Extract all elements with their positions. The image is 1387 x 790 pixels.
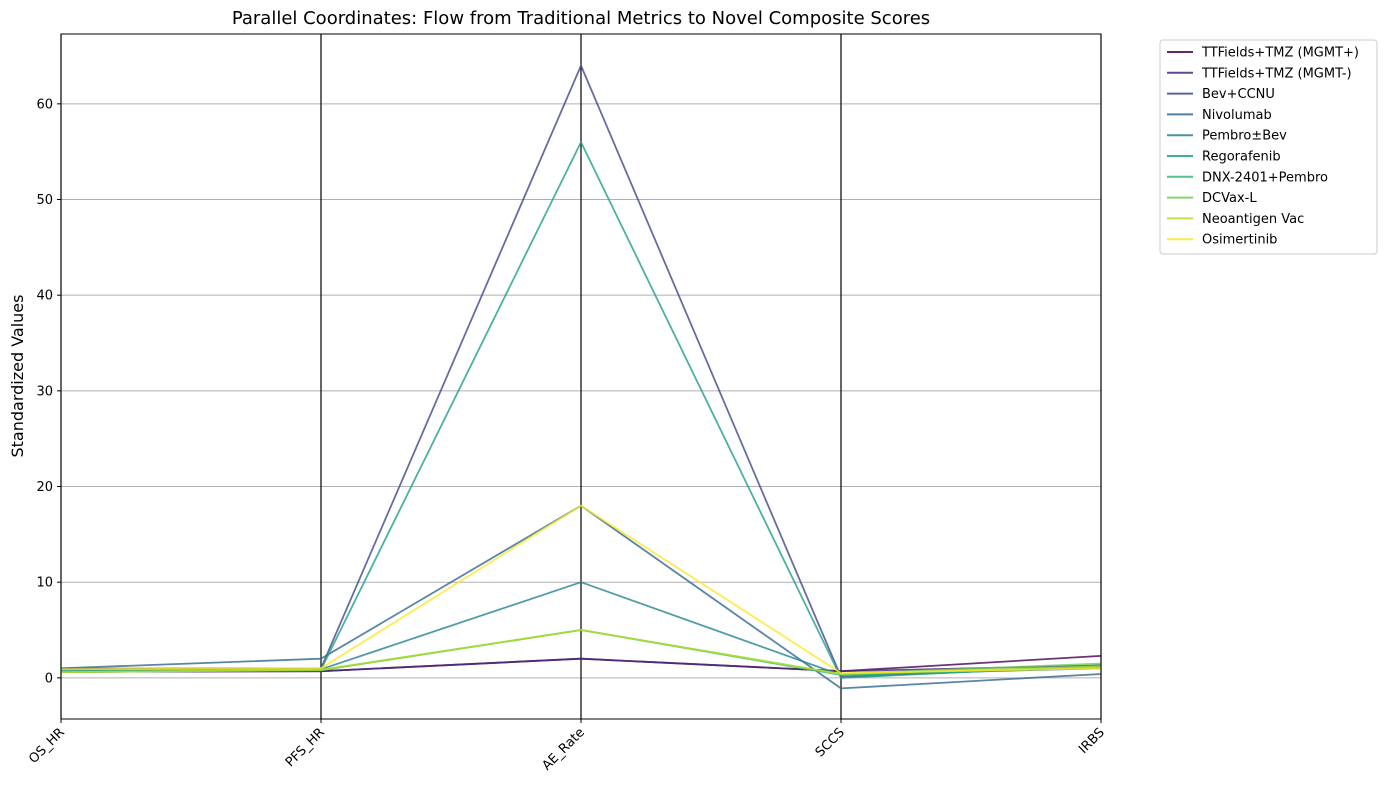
legend-label: DNX-2401+Pembro	[1202, 170, 1328, 185]
y-tick-label: 50	[36, 193, 53, 208]
legend: TTFields+TMZ (MGMT+) TTFields+TMZ (MGMT-)…	[1159, 39, 1378, 255]
y-tick-label: 40	[36, 289, 53, 304]
legend-label: Neoantigen Vac	[1202, 212, 1304, 227]
y-tick-label: 0	[45, 671, 53, 686]
legend-label: TTFields+TMZ (MGMT-)	[1201, 66, 1352, 81]
legend-label: DCVax-L	[1202, 191, 1257, 206]
y-axis-label: Standardized Values	[8, 295, 27, 458]
y-tick-label: 20	[36, 480, 53, 495]
y-tick-label: 60	[36, 97, 53, 112]
y-tick-label: 10	[36, 576, 53, 591]
series-lines	[60, 64, 1102, 690]
y-tick-labels: 0 10 20 30 40 50 60	[36, 97, 61, 686]
legend-label: Nivolumab	[1202, 108, 1272, 123]
legend-label: Pembro±Bev	[1202, 129, 1287, 144]
legend-label: Regorafenib	[1202, 150, 1281, 165]
legend-label: Osimertinib	[1202, 233, 1277, 248]
y-tick-label: 30	[36, 384, 53, 399]
chart-title: Parallel Coordinates: Flow from Traditio…	[232, 8, 930, 29]
legend-box	[1159, 39, 1378, 255]
series-line-9	[60, 504, 1102, 674]
legend-label: Bev+CCNU	[1202, 87, 1275, 102]
legend-label: TTFields+TMZ (MGMT+)	[1201, 46, 1359, 61]
